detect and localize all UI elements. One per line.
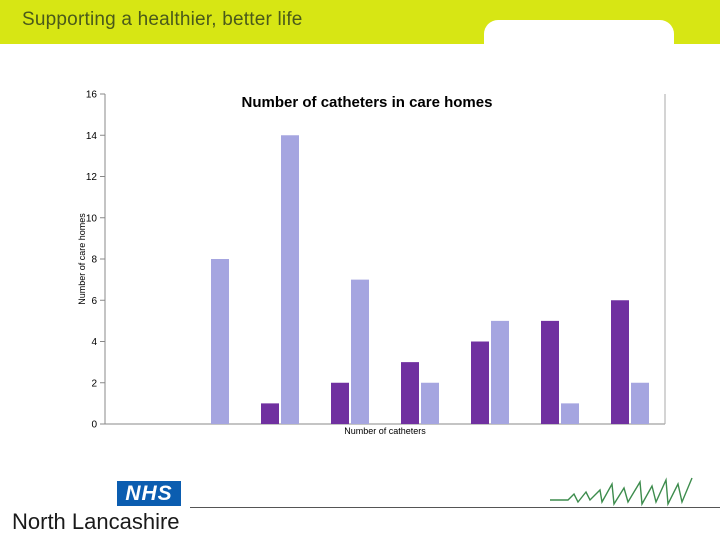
y-axis-title: Number of care homes [77,213,87,305]
bar-series-2 [421,382,439,424]
bar-series-2 [631,382,649,424]
footer-divider [190,507,720,508]
y-tick-label: 6 [91,296,97,307]
bar-series-1 [401,362,419,424]
banner-tab [484,20,674,60]
chart-title: Number of catheters in care homes [242,94,493,111]
bar-series-1 [471,341,489,424]
bar-series-2 [351,279,369,424]
y-tick-label: 12 [86,172,98,183]
bar-series-1 [541,320,559,424]
bar-series-2 [211,259,229,424]
y-tick-label: 8 [91,255,97,266]
bar-series-1 [261,403,279,424]
y-tick-label: 2 [91,378,97,389]
bar-series-2 [281,135,299,424]
bar-series-1 [611,300,629,424]
y-tick-label: 10 [86,213,98,224]
bar-series-2 [491,320,509,424]
people-figures-icon [550,477,693,507]
y-tick-label: 4 [91,337,97,348]
organisation-name: North Lancashire [12,509,180,534]
y-tick-label: 14 [86,131,98,142]
nhs-logo: NHS [117,481,181,506]
bar-series-2 [561,403,579,424]
y-tick-label: 0 [91,420,97,431]
x-axis-title: Number of catheters [344,426,426,436]
bar-series-1 [331,382,349,424]
y-tick-label: 16 [86,90,98,101]
banner-slogan: Supporting a healthier, better life [22,9,303,30]
